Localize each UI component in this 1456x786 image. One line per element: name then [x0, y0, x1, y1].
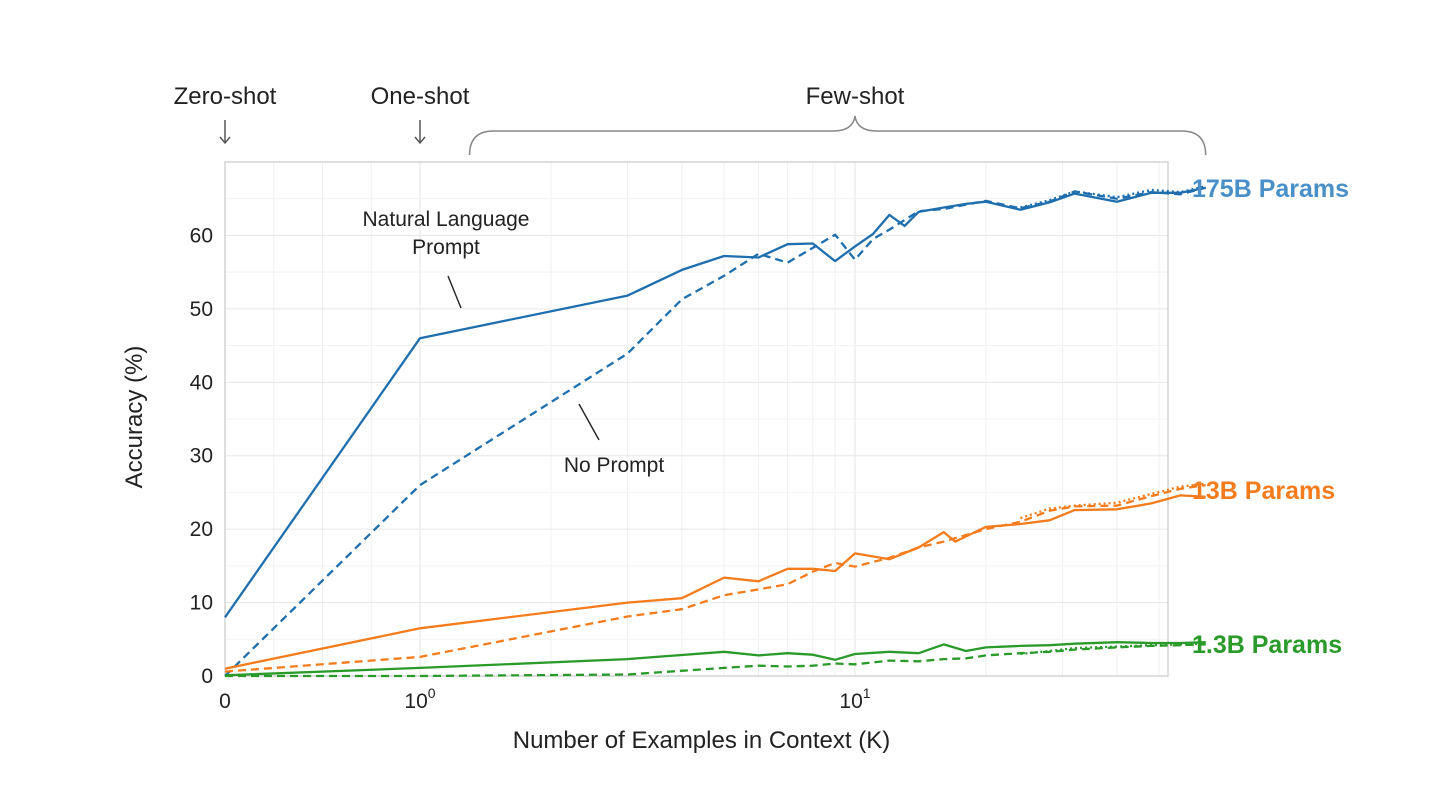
series-line-solid	[224, 494, 1206, 670]
down-arrow-head	[414, 136, 426, 145]
series-label: 13B Params	[1192, 477, 1335, 505]
region-label: Zero-shot	[174, 83, 277, 110]
annotation-pointer	[447, 275, 462, 309]
annotation-label: Prompt	[412, 236, 480, 259]
series-line-dashed	[225, 643, 1206, 678]
series-label: 1.3B Params	[1192, 631, 1342, 659]
annotation-label: Natural Language	[363, 208, 530, 231]
series-line-dotted	[1020, 185, 1206, 209]
y-tick-label: 40	[190, 371, 213, 394]
few-shot-brace	[468, 115, 1207, 156]
x-tick-label: 0	[219, 690, 231, 713]
y-tick-label: 50	[190, 298, 213, 321]
region-label: One-shot	[371, 83, 470, 110]
y-tick-label: 60	[190, 224, 213, 247]
series-label: 175B Params	[1192, 175, 1349, 203]
y-tick-label: 10	[190, 592, 213, 615]
series-line-dashed	[224, 483, 1206, 673]
x-tick-label: 100	[404, 685, 435, 713]
x-axis-title: Number of Examples in Context (K)	[513, 727, 890, 754]
y-tick-label: 30	[190, 445, 213, 468]
series-line-dotted	[1020, 482, 1206, 520]
x-tick-label: 101	[839, 685, 870, 713]
series-line-dotted	[1020, 642, 1206, 656]
series-line-solid	[224, 186, 1206, 618]
annotation-label: No Prompt	[564, 454, 665, 477]
plot-frame	[224, 161, 1169, 677]
annotation-pointer	[578, 403, 600, 441]
down-arrow-head	[219, 136, 231, 145]
y-tick-label: 20	[190, 518, 213, 541]
y-axis-title: Accuracy (%)	[121, 346, 148, 489]
region-label: Few-shot	[806, 83, 905, 110]
y-tick-label: 0	[201, 665, 213, 688]
series-line-solid	[224, 641, 1206, 677]
